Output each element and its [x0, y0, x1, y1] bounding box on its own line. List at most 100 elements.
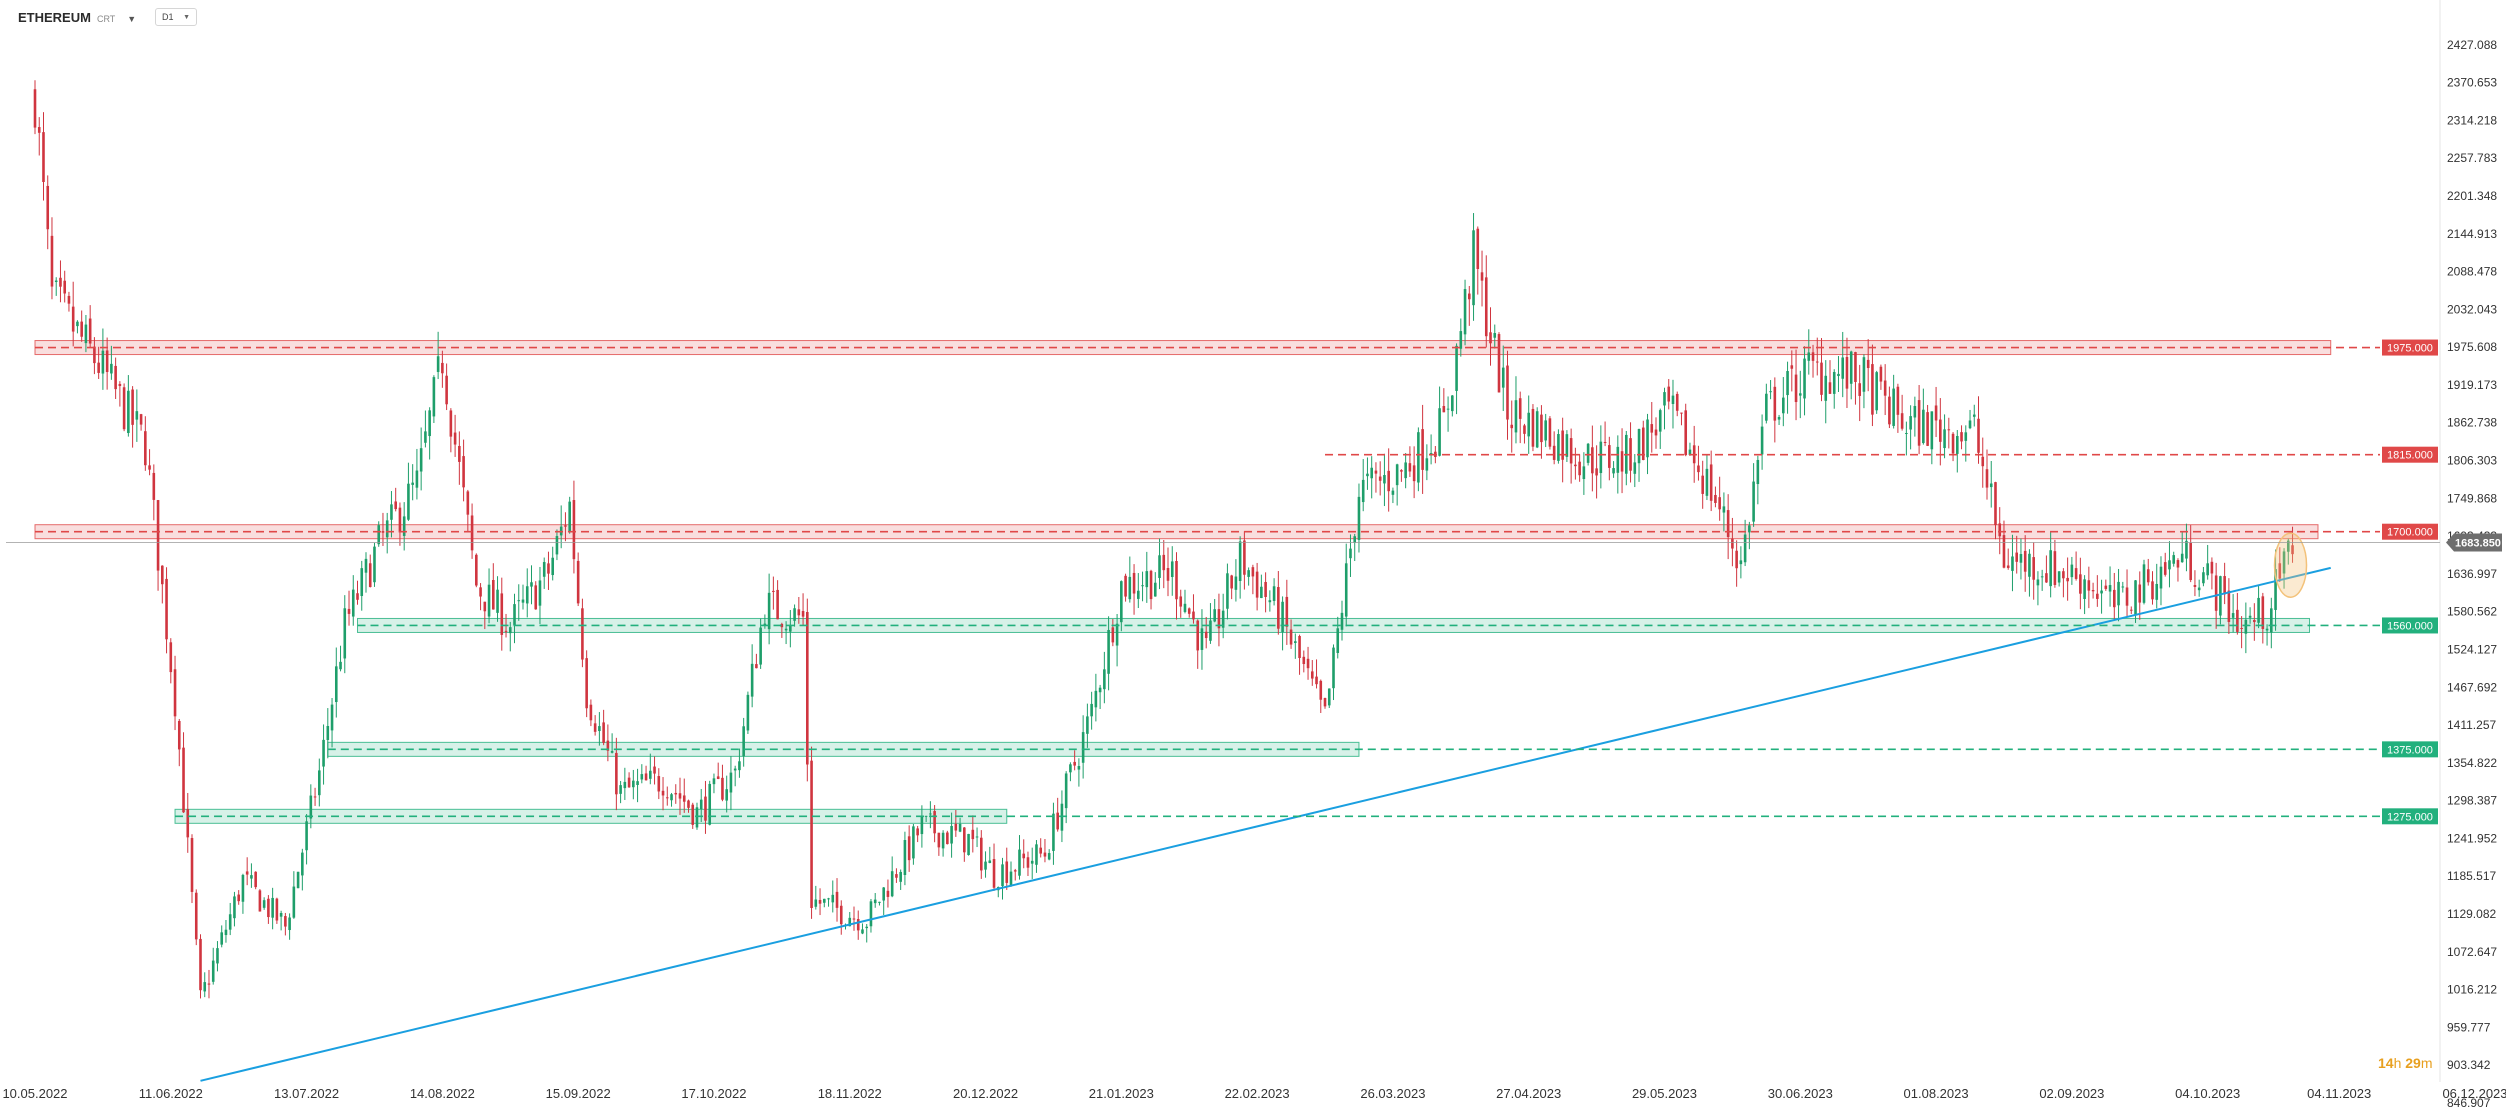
time-axis[interactable]: 10.05.2022 11.06.2022 13.07.2022 14.08.2022… [2, 1086, 2506, 1101]
candle [1446, 396, 1450, 432]
candle [2011, 534, 2014, 592]
candle [678, 777, 682, 815]
candle [1790, 350, 1794, 392]
candle [856, 910, 860, 940]
candle [2172, 551, 2176, 567]
current-price-label: 1683.850 [2455, 538, 2501, 550]
candle [920, 805, 924, 848]
support-trendline[interactable] [200, 566, 2331, 1082]
candle [144, 416, 147, 471]
candle [211, 947, 215, 985]
date-tick-label: 04.11.2023 [2307, 1086, 2371, 1101]
date-tick-label: 21.01.2023 [1089, 1086, 1154, 1101]
candle [1726, 494, 1730, 560]
candle [2278, 547, 2282, 582]
candle [1934, 386, 1938, 438]
candle [979, 830, 983, 879]
candle [318, 758, 321, 807]
candle [1977, 396, 1980, 464]
candle [237, 890, 240, 905]
candle [1608, 436, 1611, 481]
date-tick-label: 02.09.2023 [2039, 1086, 2104, 1101]
candle [1709, 450, 1713, 512]
candle [1612, 461, 1615, 478]
candle [1455, 343, 1458, 415]
candle [2142, 559, 2146, 605]
price-tick-label: 1919.173 [2447, 378, 2497, 392]
candle [161, 565, 164, 604]
candle [351, 575, 355, 626]
candle [2134, 580, 2137, 623]
candle [933, 805, 936, 843]
candle [865, 923, 869, 943]
candle [1264, 572, 1267, 613]
candle [729, 756, 733, 811]
candle [2193, 570, 2197, 597]
date-tick-label: 14.08.2022 [410, 1086, 475, 1101]
candle [1633, 454, 1637, 488]
candle [220, 925, 224, 948]
candle [1323, 697, 1327, 709]
candle [1472, 213, 1475, 321]
candle [1383, 453, 1386, 507]
countdown-hours-unit: h [2393, 1055, 2402, 1071]
instrument-selector[interactable]: ETHEREUM CRT ▼ [18, 10, 136, 25]
candle [1552, 431, 1556, 465]
candle [1315, 659, 1318, 689]
candle [1752, 463, 1755, 527]
candle [1849, 350, 1853, 400]
candle [1128, 556, 1132, 603]
candle [895, 868, 898, 883]
candle [1871, 344, 1874, 427]
candle [1192, 594, 1195, 624]
candle [1277, 571, 1280, 635]
candle [2168, 541, 2171, 588]
candle [169, 638, 173, 684]
candle [1714, 486, 1717, 508]
price-axis[interactable]: 2427.088 2370.653 2314.218 2257.783 2201.348… [2447, 38, 2497, 1109]
candle [784, 621, 788, 645]
candle [1421, 404, 1424, 494]
candle [1943, 414, 1946, 459]
candle [59, 260, 62, 303]
candle [1451, 395, 1454, 417]
candle [691, 802, 695, 829]
candle [1646, 413, 1649, 475]
candle [63, 270, 67, 303]
candle [334, 647, 338, 718]
price-tick-label: 2201.348 [2447, 189, 2497, 203]
candle [1985, 449, 1989, 500]
highlight-ellipse[interactable] [2273, 532, 2308, 598]
candle [330, 698, 334, 748]
date-tick-label: 27.04.2023 [1496, 1086, 1561, 1101]
candle [2151, 571, 2154, 605]
candle [886, 879, 890, 908]
candle [309, 784, 313, 829]
candle [2159, 556, 2163, 606]
candle [1289, 619, 1293, 649]
candle [1620, 428, 1624, 494]
candle [1578, 454, 1581, 482]
candle [182, 732, 185, 813]
candle [1650, 402, 1654, 453]
candle [2274, 549, 2277, 631]
candle [250, 863, 253, 888]
candle [1582, 452, 1586, 495]
candle [441, 350, 444, 388]
candle [258, 889, 262, 912]
candle [339, 645, 342, 672]
price-tick-label: 846.907 [2447, 1096, 2491, 1109]
candle [1412, 446, 1416, 499]
candle [2129, 606, 2133, 614]
candle [398, 502, 402, 546]
candle [903, 831, 907, 886]
interval-select[interactable]: D1 ▼ [155, 8, 197, 26]
candle [2083, 575, 2086, 615]
candle [551, 546, 555, 581]
candle [1353, 533, 1357, 562]
candle [1968, 409, 1972, 430]
candle [1374, 462, 1378, 493]
candle [1064, 771, 1068, 824]
candle [67, 291, 71, 312]
